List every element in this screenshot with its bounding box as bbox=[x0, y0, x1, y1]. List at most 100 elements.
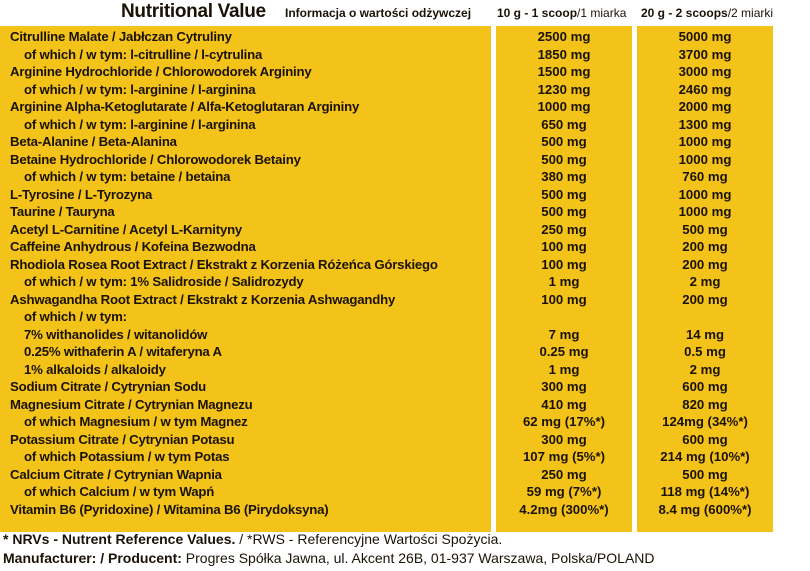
two-scoops-value: 2000 mg bbox=[678, 99, 732, 114]
two-scoops-value: 1000 mg bbox=[678, 151, 732, 167]
nrv-note-bold: * NRVs - Nutrent Reference Values. bbox=[3, 531, 236, 547]
table-title: Nutritional Value bbox=[121, 1, 266, 22]
two-scoops-value: 200 mg bbox=[682, 239, 728, 254]
table-subtitle: Informacja o wartości odżywczej bbox=[285, 6, 472, 20]
two-scoops-value: 1300 mg bbox=[678, 116, 732, 132]
ingredient-label: Taurine / Tauryna bbox=[10, 204, 115, 219]
one-scoop-value: 410 mg bbox=[541, 396, 587, 412]
two-scoops-value: 14 mg bbox=[685, 326, 725, 342]
one-scoop-value: 500 mg bbox=[541, 151, 587, 167]
table-row: L-Tyrosine / L-Tyrozyna 500 mg 1000 mg bbox=[0, 186, 810, 204]
one-scoop-value: 59 mg (7%*) bbox=[526, 484, 602, 499]
one-scoop-value: 650 mg bbox=[541, 116, 587, 132]
one-scoop-value: 1230 mg bbox=[537, 81, 591, 97]
two-scoops-value: 2 mg bbox=[689, 274, 721, 289]
two-scoops-value: 200 mg bbox=[682, 291, 728, 307]
ingredient-label: of which / w tym: l-arginine / l-arginin… bbox=[24, 81, 256, 97]
two-scoops-value: 3700 mg bbox=[678, 46, 732, 62]
ingredient-label: Acetyl L-Carnitine / Acetyl L-Karnityny bbox=[10, 221, 243, 237]
ingredient-label: 1% alkaloids / alkaloidy bbox=[24, 361, 166, 377]
nutrition-table-body: Citrulline Malate / Jabłczan Cytruliny 25… bbox=[0, 28, 810, 518]
table-row: Betaine Hydrochloride / Chlorowodorek Be… bbox=[0, 151, 810, 169]
two-scoops-value: 2460 mg bbox=[678, 81, 732, 97]
column-header-1-scoop: 10 g - 1 scoop/1 miarka bbox=[497, 6, 626, 20]
one-scoop-value: 500 mg bbox=[541, 134, 587, 149]
table-row: Caffeine Anhydrous / Kofeina Bezwodna 100… bbox=[0, 238, 810, 256]
table-row: of which / w tym: betaine / betaina 380 m… bbox=[0, 168, 810, 186]
ingredient-label: of which Magnesium / w tym Magnez bbox=[24, 414, 248, 429]
table-row: Ashwagandha Root Extract / Ekstrakt z Ko… bbox=[0, 291, 810, 309]
ingredient-label: Betaine Hydrochloride / Chlorowodorek Be… bbox=[10, 151, 301, 167]
table-row: of which / w tym: l-citrulline / l-cytru… bbox=[0, 46, 810, 64]
two-scoops-value: 124mg (34%*) bbox=[662, 414, 748, 429]
table-row: 1% alkaloids / alkaloidy 1 mg 2 mg bbox=[0, 361, 810, 379]
ingredient-label: of which / w tym: 1% Salidroside / Salid… bbox=[24, 274, 304, 289]
ingredient-label: L-Tyrosine / L-Tyrozyna bbox=[10, 186, 153, 202]
ingredient-label: Arginine Hydrochloride / Chlorowodorek A… bbox=[10, 64, 312, 79]
one-scoop-value: 2500 mg bbox=[537, 29, 591, 44]
one-scoop-value: 1 mg bbox=[548, 274, 580, 289]
table-row: Sodium Citrate / Cytrynian Sodu 300 mg 600… bbox=[0, 378, 810, 396]
one-scoop-value: 7 mg bbox=[548, 326, 580, 342]
table-row: Acetyl L-Carnitine / Acetyl L-Karnityny 2… bbox=[0, 221, 810, 239]
ingredient-label: Ashwagandha Root Extract / Ekstrakt z Ko… bbox=[10, 291, 396, 307]
table-row: of which / w tym: l-arginine / l-arginin… bbox=[0, 116, 810, 134]
ingredient-label: 0.25% withaferin A / witaferyna A bbox=[24, 344, 222, 359]
nrv-note-rest: / *RWS - Referencyjne Wartości Spożycia. bbox=[235, 531, 503, 547]
two-scoops-panel bbox=[637, 26, 773, 532]
ingredient-label: of which / w tym: bbox=[24, 309, 127, 324]
ingredient-label: 7% withanolides / witanolidów bbox=[24, 326, 208, 342]
table-row: Arginine Alpha-Ketoglutarate / Alfa-Keto… bbox=[0, 98, 810, 116]
column-header-2-rest: /2 miarki bbox=[727, 6, 774, 20]
two-scoops-value: 1000 mg bbox=[678, 204, 732, 219]
two-scoops-value: 600 mg bbox=[682, 431, 728, 447]
table-row: of which / w tym: 1% Salidroside / Salid… bbox=[0, 273, 810, 291]
two-scoops-value: 8.4 mg (600%*) bbox=[658, 501, 752, 517]
two-scoops-value: 5000 mg bbox=[678, 29, 732, 44]
ingredient-label: Rhodiola Rosea Root Extract / Ekstrakt z… bbox=[10, 256, 438, 272]
ingredients-panel bbox=[0, 26, 491, 532]
two-scoops-value: 2 mg bbox=[689, 361, 721, 377]
table-header: Nutritional Value Informacja o wartości … bbox=[0, 0, 810, 26]
two-scoops-value: 3000 mg bbox=[678, 64, 732, 79]
table-row: Citrulline Malate / Jabłczan Cytruliny 25… bbox=[0, 28, 810, 46]
ingredient-label: of which / w tym: l-arginine / l-arginin… bbox=[24, 116, 256, 132]
table-row: Vitamin B6 (Pyridoxine) / Witamina B6 (P… bbox=[0, 501, 810, 519]
two-scoops-value: 1000 mg bbox=[678, 134, 732, 149]
table-row: Magnesium Citrate / Cytrynian Magnezu 410… bbox=[0, 396, 810, 414]
table-row: Potassium Citrate / Cytrynian Potasu 300 … bbox=[0, 431, 810, 449]
ingredient-label: of which / w tym: l-citrulline / l-cytru… bbox=[24, 46, 263, 62]
one-scoop-value: 100 mg bbox=[541, 291, 587, 307]
table-row: Arginine Hydrochloride / Chlorowodorek A… bbox=[0, 63, 810, 81]
two-scoops-value: 500 mg bbox=[682, 466, 728, 482]
table-row: of which / w tym: bbox=[0, 308, 810, 326]
one-scoop-value: 1000 mg bbox=[537, 99, 591, 114]
two-scoops-value: 214 mg (10%*) bbox=[660, 449, 750, 464]
table-row: of which Magnesium / w tym Magnez 62 mg (… bbox=[0, 413, 810, 431]
two-scoops-value: 600 mg bbox=[682, 379, 728, 394]
two-scoops-value: 1000 mg bbox=[678, 186, 732, 202]
one-scoop-value: 1 mg bbox=[548, 361, 580, 377]
two-scoops-value: 820 mg bbox=[682, 396, 728, 412]
two-scoops-value: 118 mg (14%*) bbox=[660, 484, 750, 499]
ingredient-label: Calcium Citrate / Cytrynian Wapnia bbox=[10, 466, 222, 482]
one-scoop-value: 0.25 mg bbox=[539, 344, 589, 359]
one-scoop-value: 300 mg bbox=[541, 379, 587, 394]
one-scoop-panel bbox=[496, 26, 632, 532]
manufacturer-label: Manufacturer: / Producent: bbox=[3, 550, 182, 566]
one-scoop-value: 1500 mg bbox=[537, 64, 591, 79]
manufacturer-address: Progres Spółka Jawna, ul. Akcent 26B, 01… bbox=[181, 550, 655, 566]
column-header-2-scoops: 20 g - 2 scoops/2 miarki bbox=[641, 6, 773, 20]
two-scoops-value: 760 mg bbox=[682, 169, 728, 184]
one-scoop-value: 380 mg bbox=[541, 169, 587, 184]
ingredient-label: Beta-Alanine / Beta-Alanina bbox=[10, 134, 177, 149]
ingredient-label: of which Calcium / w tym Wapń bbox=[24, 484, 215, 499]
table-row: Beta-Alanine / Beta-Alanina 500 mg 1000 mg bbox=[0, 133, 810, 151]
nrv-note: * NRVs - Nutrent Reference Values. / *RW… bbox=[3, 531, 502, 547]
column-header-2-bold: 20 g - 2 scoops bbox=[641, 6, 728, 20]
ingredient-label: Caffeine Anhydrous / Kofeina Bezwodna bbox=[10, 239, 256, 254]
table-row: of which Calcium / w tym Wapń 59 mg (7%*)… bbox=[0, 483, 810, 501]
one-scoop-value: 500 mg bbox=[541, 204, 587, 219]
one-scoop-value: 107 mg (5%*) bbox=[522, 449, 606, 464]
ingredient-label: of which Potassium / w tym Potas bbox=[24, 449, 230, 464]
